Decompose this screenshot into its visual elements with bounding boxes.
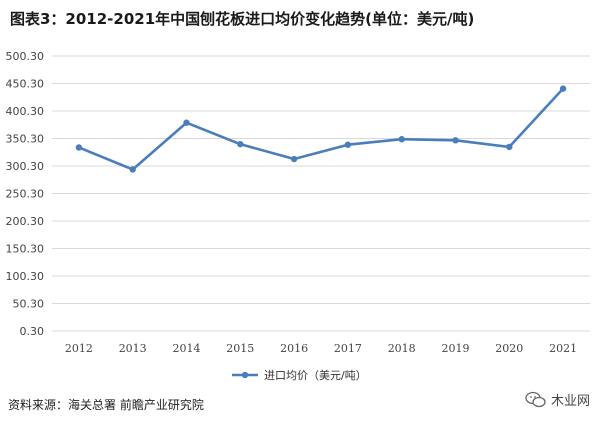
- y-tick-label: 350.30: [6, 133, 45, 146]
- gridlines: [52, 55, 590, 332]
- x-tick-label: 2019: [442, 342, 470, 355]
- x-tick-label: 2017: [334, 342, 362, 355]
- x-tick-label: 2021: [549, 342, 577, 355]
- y-tick-label: 450.30: [6, 78, 45, 91]
- x-tick-label: 2013: [119, 342, 147, 355]
- data-point: [290, 155, 298, 163]
- watermark: 木业网: [525, 390, 590, 409]
- data-point: [183, 119, 190, 126]
- data-point: [75, 144, 83, 151]
- x-tick-label: 2014: [173, 342, 201, 355]
- watermark-text: 木业网: [550, 394, 590, 409]
- x-tick-label: 2015: [226, 342, 254, 355]
- data-point: [398, 136, 405, 143]
- series-line: [78, 87, 565, 171]
- data-point: [452, 137, 459, 144]
- data-point: [506, 143, 513, 151]
- y-tick-label: 500.30: [6, 50, 45, 63]
- chart-title: 图表3：2012-2021年中国刨花板进口均价变化趋势(单位：美元/吨): [10, 10, 475, 28]
- y-tick-label: 50.30: [13, 298, 45, 311]
- y-tick-label: 100.30: [6, 270, 45, 283]
- x-tick-label: 2020: [495, 342, 523, 355]
- y-tick-label: 250.30: [6, 188, 45, 201]
- legend-marker: [241, 371, 249, 379]
- y-axis-labels: 0.30 50.30 100.30 150.30 200.30 250.30 300.30 3…: [6, 50, 45, 338]
- data-point: [344, 141, 352, 148]
- wechat-icon: [525, 391, 546, 407]
- y-tick-label: 0.30: [20, 325, 45, 338]
- legend-label: 进口均价（美元/吨）: [264, 369, 367, 382]
- source-note: 资料来源：海关总署 前瞻产业研究院: [8, 398, 204, 412]
- x-axis-labels: 2012 2013 2014 2015 2016 2017 2018 2019 2020 2021: [65, 342, 577, 355]
- data-point: [129, 166, 136, 173]
- data-point: [559, 85, 567, 92]
- x-tick-label: 2018: [388, 342, 416, 355]
- y-tick-label: 300.30: [6, 160, 45, 173]
- y-tick-label: 150.30: [6, 243, 45, 256]
- x-tick-label: 2016: [280, 342, 308, 355]
- legend: 进口均价（美元/吨）: [232, 369, 367, 382]
- y-tick-label: 400.30: [6, 105, 45, 118]
- y-tick-label: 200.30: [6, 215, 45, 228]
- x-tick-label: 2012: [65, 342, 93, 355]
- data-point: [237, 140, 244, 148]
- series-layer: [75, 85, 567, 173]
